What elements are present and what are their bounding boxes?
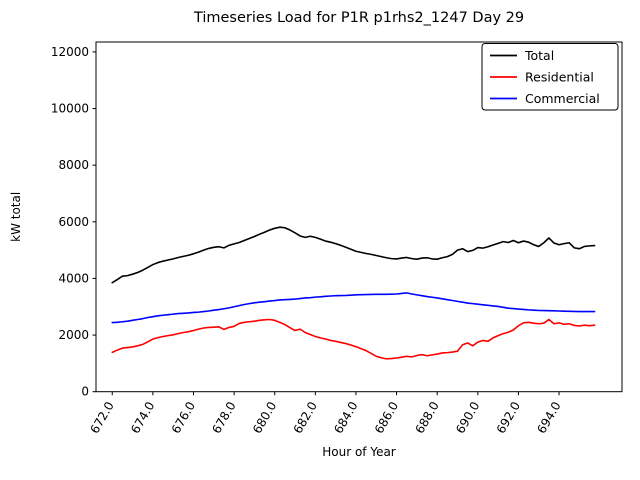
y-tick-label: 0 <box>81 385 89 399</box>
legend-label: Total <box>524 48 554 63</box>
y-tick-label: 8000 <box>58 158 89 172</box>
series-line-total <box>111 226 596 284</box>
x-axis-label: Hour of Year <box>322 445 396 459</box>
y-tick-label: 4000 <box>58 271 89 285</box>
y-tick-label: 10000 <box>51 102 89 116</box>
legend-label: Commercial <box>525 91 600 106</box>
y-tick-label: 2000 <box>58 328 89 342</box>
legend-box <box>481 43 619 111</box>
series-line-residential <box>111 318 596 360</box>
y-axis-label: kW total <box>9 192 23 242</box>
series-line-commercial <box>111 292 596 324</box>
y-tick-label: 12000 <box>51 45 89 59</box>
chart-title: Timeseries Load for P1R p1rhs2_1247 Day … <box>193 10 524 26</box>
y-tick-label: 6000 <box>58 215 89 229</box>
legend-label: Residential <box>525 70 594 85</box>
